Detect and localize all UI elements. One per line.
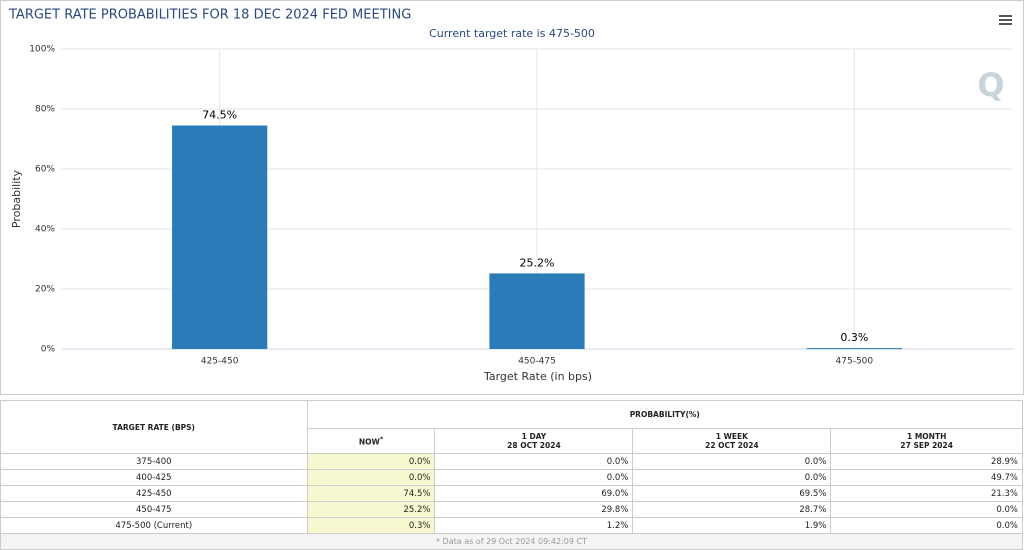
data-row: 450-475 25.2% 29.8% 28.7% 0.0%	[0, 501, 1023, 518]
data-label: 25.2%	[520, 256, 555, 269]
value-cell: 0.0%	[434, 469, 634, 486]
column-date: 27 SEP 2024	[900, 440, 953, 450]
group-header: PROBABILITY(%)	[306, 400, 1024, 429]
column-header: 1 DAY 28 OCT 2024	[434, 427, 634, 455]
value-cell: 29.8%	[434, 501, 634, 518]
column-date: 28 OCT 2024	[507, 440, 561, 450]
column-date: 22 OCT 2024	[705, 440, 759, 450]
value-cell: 1.9%	[632, 517, 832, 534]
bar	[172, 125, 268, 349]
value-cell: 0.0%	[632, 453, 832, 470]
x-tick-label: 450-475	[518, 357, 556, 367]
y-tick-label: 60%	[35, 165, 55, 175]
value-cell: 74.5%	[306, 485, 436, 502]
menu-icon[interactable]	[999, 15, 1012, 25]
row-header: TARGET RATE (BPS)	[0, 400, 308, 454]
y-axis-label: Probability	[10, 169, 23, 228]
x-tick-label: 425-450	[201, 357, 239, 367]
y-tick-label: 100%	[29, 45, 55, 55]
value-cell: 0.0%	[632, 469, 832, 486]
value-cell: 0.3%	[306, 517, 436, 534]
data-row: 475-500 (Current) 0.3% 1.2% 1.9% 0.0%	[0, 517, 1023, 534]
value-cell: 28.7%	[632, 501, 832, 518]
rate-cell: 400-425	[0, 469, 308, 486]
value-cell: 21.3%	[830, 485, 1023, 502]
column-note: *	[379, 435, 384, 443]
value-cell: 1.2%	[434, 517, 634, 534]
chart: TARGET RATE PROBABILITIES FOR 18 DEC 202…	[8, 8, 1013, 383]
value-cell: 69.0%	[434, 485, 634, 502]
header-row: TARGET RATE (BPS) PROBABILITY(%)	[0, 400, 1024, 454]
y-tick-label: 80%	[35, 105, 55, 115]
data-label: 0.3%	[840, 331, 868, 344]
value-cell: 25.2%	[306, 501, 436, 518]
value-cell: 0.0%	[830, 501, 1023, 518]
x-tick-label: 475-500	[836, 357, 874, 367]
data-row: 425-450 74.5% 69.0% 69.5% 21.3%	[0, 485, 1023, 502]
bar	[806, 348, 902, 350]
y-tick-label: 40%	[35, 225, 55, 235]
rate-cell: 425-450	[0, 485, 308, 502]
logo: Q	[977, 66, 1004, 104]
chart-subtitle: Current target rate is 475-500	[429, 27, 595, 40]
x-axis-label: Target Rate (in bps)	[483, 370, 592, 383]
value-cell: 0.0%	[306, 453, 436, 470]
rate-cell: 375-400	[0, 453, 308, 470]
column-label: NOW	[358, 437, 380, 446]
header-row: NOW* 1 DAY 28 OCT 2024 1 WEEK 22 OCT 2024 1 M…	[1, 427, 1023, 455]
chart-title: TARGET RATE PROBABILITIES FOR 18 DEC 202…	[8, 8, 411, 23]
column-label: 1 DAY	[521, 431, 547, 441]
value-cell: 0.0%	[830, 517, 1023, 534]
y-tick-label: 0%	[41, 345, 56, 355]
value-cell: 69.5%	[632, 485, 832, 502]
footnote: * Data as of 29 Oct 2024 09:42:09 CT	[0, 533, 1023, 550]
column-header: NOW*	[306, 427, 436, 455]
data-label: 74.5%	[202, 109, 237, 122]
value-cell: 0.0%	[434, 453, 634, 470]
column-header: 1 MONTH 27 SEP 2024	[830, 427, 1023, 455]
bar	[489, 273, 585, 349]
column-header: 1 WEEK 22 OCT 2024	[632, 427, 832, 455]
chart-panel: TARGET RATE PROBABILITIES FOR 18 DEC 202…	[0, 0, 1024, 395]
value-cell: 49.7%	[830, 469, 1023, 486]
value-cell: 0.0%	[306, 469, 436, 486]
rate-cell: 450-475	[0, 501, 308, 518]
y-tick-label: 20%	[35, 285, 55, 295]
data-row: 400-425 0.0% 0.0% 0.0% 49.7%	[0, 469, 1023, 486]
probability-table: TARGET RATE (BPS) PROBABILITY(%) NOW* 1 DAY…	[0, 400, 1024, 550]
column-label: 1 MONTH	[907, 431, 947, 441]
value-cell: 28.9%	[830, 453, 1023, 470]
column-label: 1 WEEK	[715, 431, 748, 441]
footnote-row: * Data as of 29 Oct 2024 09:42:09 CT	[0, 533, 1023, 550]
rate-cell: 475-500 (Current)	[0, 517, 308, 534]
data-row: 375-400 0.0% 0.0% 0.0% 28.9%	[0, 453, 1023, 470]
